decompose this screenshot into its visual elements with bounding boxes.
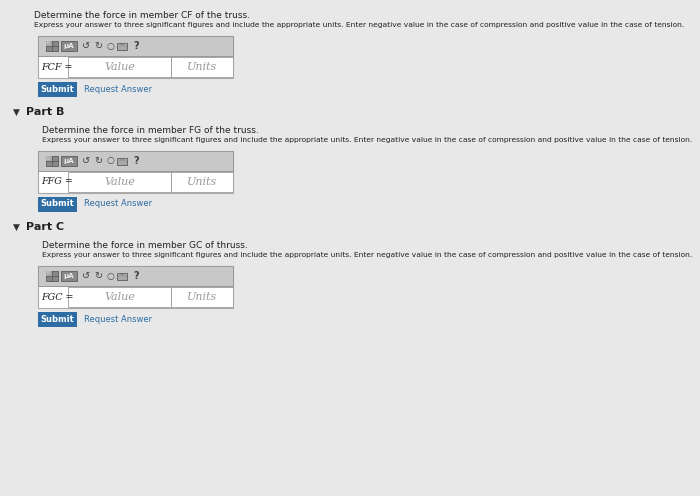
FancyBboxPatch shape: [38, 36, 233, 56]
FancyBboxPatch shape: [38, 266, 233, 286]
Text: Submit: Submit: [40, 199, 74, 208]
Text: Submit: Submit: [40, 84, 74, 94]
FancyBboxPatch shape: [46, 156, 52, 161]
Text: FGC =: FGC =: [41, 293, 74, 302]
FancyBboxPatch shape: [46, 271, 58, 281]
Text: Determine the force in member CF of the truss.: Determine the force in member CF of the …: [34, 11, 250, 20]
Text: ↺: ↺: [82, 41, 90, 51]
FancyBboxPatch shape: [172, 172, 233, 192]
Text: Express your answer to three significant figures and include the appropriate uni: Express your answer to three significant…: [34, 22, 685, 28]
FancyBboxPatch shape: [38, 266, 233, 308]
Text: ○: ○: [106, 42, 114, 51]
FancyBboxPatch shape: [46, 271, 52, 276]
FancyBboxPatch shape: [38, 266, 233, 286]
Text: Units: Units: [187, 177, 217, 187]
FancyBboxPatch shape: [68, 172, 172, 192]
FancyBboxPatch shape: [38, 81, 76, 97]
Text: Submit: Submit: [40, 314, 74, 323]
Text: ?: ?: [133, 41, 139, 51]
FancyBboxPatch shape: [46, 41, 52, 46]
FancyBboxPatch shape: [38, 36, 233, 78]
FancyBboxPatch shape: [172, 57, 233, 77]
FancyBboxPatch shape: [38, 151, 233, 193]
Text: Request Answer: Request Answer: [84, 199, 152, 208]
Text: μA: μA: [64, 273, 74, 279]
Text: FFG =: FFG =: [41, 178, 73, 186]
Text: Request Answer: Request Answer: [84, 314, 152, 323]
Text: Determine the force in member GC of thruss.: Determine the force in member GC of thru…: [42, 241, 248, 250]
FancyBboxPatch shape: [117, 158, 127, 165]
Text: Express your answer to three significant figures and include the appropriate uni: Express your answer to three significant…: [42, 252, 692, 258]
Text: 0: 0: [47, 157, 50, 161]
Text: Value: Value: [104, 177, 135, 187]
Text: Units: Units: [187, 62, 217, 72]
Text: Request Answer: Request Answer: [84, 84, 152, 94]
FancyBboxPatch shape: [46, 41, 58, 51]
FancyBboxPatch shape: [68, 57, 172, 77]
Text: ↺: ↺: [82, 156, 90, 166]
FancyBboxPatch shape: [68, 287, 172, 307]
FancyBboxPatch shape: [117, 43, 127, 50]
Text: ↻: ↻: [94, 271, 102, 281]
Text: ?: ?: [133, 271, 139, 281]
FancyBboxPatch shape: [38, 196, 76, 211]
Text: ↻: ↻: [94, 41, 102, 51]
Text: ○: ○: [106, 157, 114, 166]
Text: μA: μA: [64, 43, 74, 49]
Text: ▼: ▼: [13, 223, 20, 232]
Text: Determine the force in member FG of the truss.: Determine the force in member FG of the …: [42, 126, 259, 135]
Text: Value: Value: [104, 62, 135, 72]
Text: ?: ?: [133, 156, 139, 166]
FancyBboxPatch shape: [172, 287, 233, 307]
Text: Express your answer to three significant figures and include the appropriate uni: Express your answer to three significant…: [42, 137, 692, 143]
Text: ▼: ▼: [13, 108, 20, 117]
FancyBboxPatch shape: [61, 41, 77, 51]
Text: ↻: ↻: [94, 156, 102, 166]
FancyBboxPatch shape: [38, 36, 233, 56]
Text: Part B: Part B: [26, 107, 64, 117]
Text: μA: μA: [64, 158, 74, 164]
Text: FCF =: FCF =: [41, 62, 73, 71]
Text: Part C: Part C: [26, 222, 64, 232]
Text: 0: 0: [47, 42, 50, 46]
Text: ○: ○: [106, 271, 114, 281]
Text: Value: Value: [104, 292, 135, 302]
Text: 0: 0: [47, 271, 50, 275]
FancyBboxPatch shape: [38, 151, 233, 171]
FancyBboxPatch shape: [38, 311, 76, 326]
FancyBboxPatch shape: [61, 271, 77, 281]
FancyBboxPatch shape: [38, 151, 233, 171]
FancyBboxPatch shape: [61, 156, 77, 166]
FancyBboxPatch shape: [46, 156, 58, 166]
Text: Units: Units: [187, 292, 217, 302]
Text: ↺: ↺: [82, 271, 90, 281]
FancyBboxPatch shape: [117, 273, 127, 280]
